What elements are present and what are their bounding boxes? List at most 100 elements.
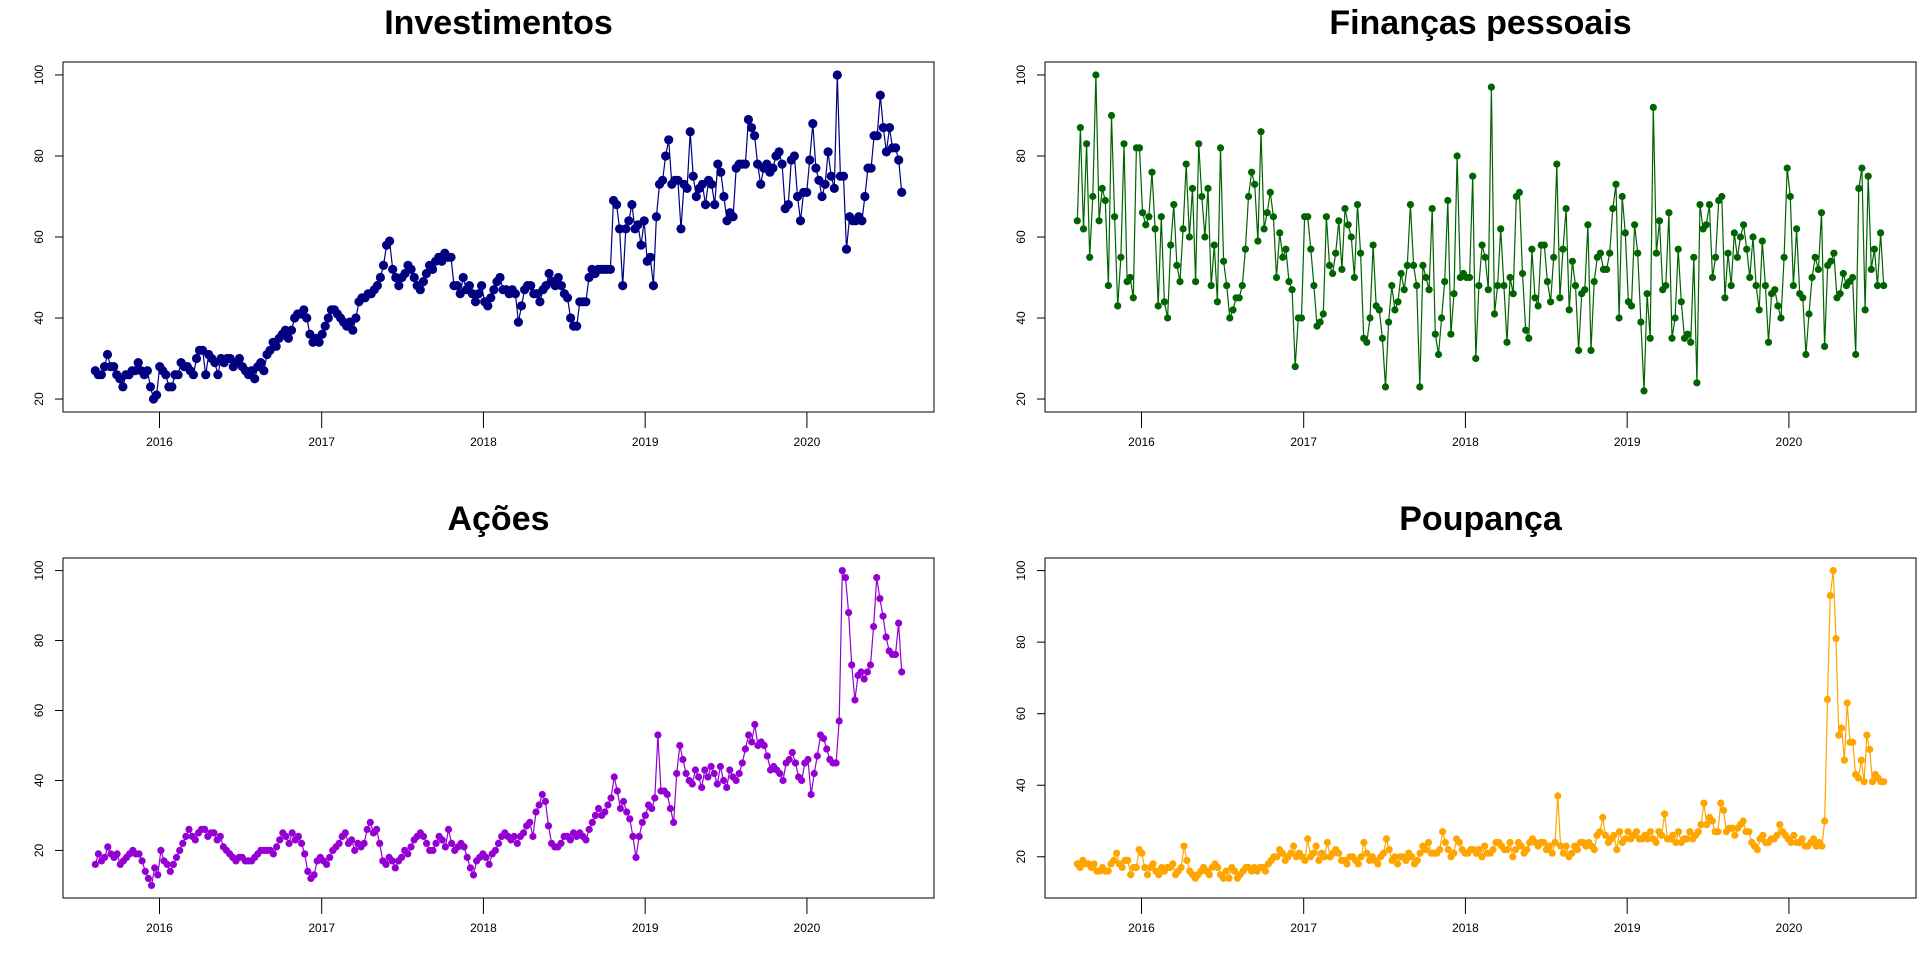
data-point: [1226, 314, 1234, 322]
data-point: [566, 313, 576, 323]
data-point: [1746, 273, 1754, 282]
data-point: [464, 281, 474, 291]
data-point: [1562, 842, 1570, 850]
data-point: [1503, 846, 1511, 854]
data-point: [1466, 273, 1474, 282]
data-point: [616, 804, 625, 813]
data-point: [470, 297, 481, 307]
y-tick-label: 100: [32, 560, 46, 580]
data-point: [1752, 282, 1760, 290]
data-point: [1223, 282, 1231, 290]
x-tick-label: 2016: [1128, 921, 1155, 935]
data-point: [1674, 245, 1682, 253]
data-point: [1354, 860, 1362, 868]
data-point: [676, 224, 686, 234]
data-point: [1441, 838, 1449, 847]
data-point: [1615, 314, 1623, 322]
data-point: [1786, 192, 1794, 201]
data-point: [1360, 838, 1368, 847]
data-point: [288, 829, 296, 837]
data-point: [845, 609, 853, 617]
data-point: [1780, 253, 1788, 261]
data-point: [891, 650, 900, 659]
data-point: [654, 731, 662, 739]
data-point: [1279, 253, 1287, 261]
data-point: [538, 790, 546, 799]
data-point: [1590, 278, 1598, 286]
data-point: [1518, 269, 1527, 278]
x-tick-label: 2016: [146, 435, 173, 449]
data-point: [1821, 342, 1829, 350]
data-point: [1110, 856, 1118, 865]
data-point: [1478, 853, 1486, 861]
data-point: [1273, 853, 1281, 861]
data-point: [526, 818, 534, 827]
data-point: [458, 272, 468, 283]
data-point: [841, 574, 850, 582]
data-point: [513, 839, 521, 848]
data-point: [1531, 294, 1539, 302]
data-point: [532, 808, 540, 816]
data-point: [1216, 144, 1225, 152]
data-point: [1773, 831, 1781, 839]
series-line: [94, 74, 903, 401]
data-point: [1481, 842, 1489, 850]
data-point: [817, 191, 827, 202]
data-point: [663, 790, 671, 799]
data-point: [1416, 849, 1424, 857]
data-point: [1610, 831, 1618, 839]
data-point: [494, 839, 503, 848]
data-point: [582, 836, 590, 844]
data-point: [1643, 290, 1651, 298]
x-tick-label: 2020: [1776, 921, 1803, 935]
data-point: [738, 759, 746, 767]
data-point: [1860, 778, 1868, 786]
data-point: [894, 155, 904, 165]
data-point: [1424, 838, 1433, 847]
data-point: [1818, 842, 1826, 850]
data-point: [743, 114, 754, 125]
data-point: [510, 289, 520, 299]
data-point: [1568, 849, 1576, 857]
data-point: [1385, 846, 1393, 854]
data-point: [1344, 221, 1352, 229]
data-point: [1132, 863, 1140, 872]
data-point: [1149, 860, 1157, 868]
data-point: [774, 147, 784, 157]
data-point: [482, 853, 490, 862]
data-point: [1278, 849, 1286, 857]
data-point: [895, 619, 903, 627]
data-point: [720, 776, 728, 785]
data-point: [666, 804, 675, 813]
data-point: [1167, 241, 1175, 249]
data-point: [1506, 838, 1514, 847]
data-point: [409, 272, 419, 283]
data-point: [404, 850, 412, 858]
data-point: [1416, 383, 1424, 391]
data-point: [176, 846, 184, 855]
data-point: [1154, 302, 1162, 310]
data-point: [363, 825, 371, 834]
data-point: [1124, 856, 1132, 865]
data-point: [1805, 310, 1813, 318]
data-point: [860, 675, 868, 683]
data-point: [1863, 731, 1871, 739]
data-point: [879, 612, 887, 620]
data-point: [1219, 874, 1227, 882]
data-point: [610, 773, 618, 781]
data-point: [823, 745, 831, 753]
x-tick-label: 2018: [1452, 435, 1479, 449]
data-point: [820, 179, 830, 189]
data-point: [701, 766, 709, 774]
data-point: [1135, 144, 1144, 152]
data-point: [1241, 245, 1249, 253]
data-point: [1323, 838, 1331, 847]
data-point: [1269, 213, 1277, 221]
data-point: [391, 864, 399, 872]
data-point: [1548, 849, 1556, 857]
data-point: [1811, 253, 1819, 261]
data-point: [1406, 201, 1414, 209]
data-point: [1254, 237, 1262, 245]
data-point: [166, 867, 174, 876]
data-point: [326, 853, 334, 862]
